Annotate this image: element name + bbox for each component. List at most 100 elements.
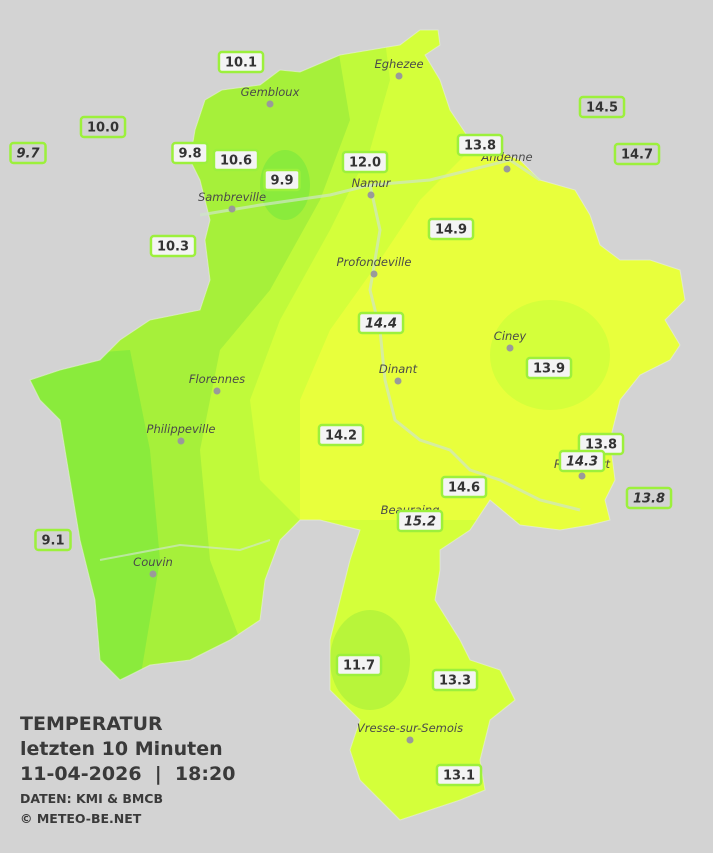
station-value: 14.7 bbox=[621, 148, 653, 163]
station-value: 14.9 bbox=[435, 223, 467, 238]
place-dot bbox=[578, 472, 586, 480]
station: 13.9 bbox=[525, 356, 573, 380]
legend-source: DATEN: KMI & BMCB bbox=[20, 791, 163, 806]
station-value: 13.8 bbox=[633, 492, 665, 507]
stations: 10.1 10.0 9.7 9.8 10.6 9.9 12.0 13.8 14.5 14.7 10.… bbox=[9, 50, 673, 787]
station: 14.3 bbox=[558, 449, 606, 473]
river bbox=[199, 158, 541, 217]
place-dot bbox=[395, 72, 403, 80]
station: 14.4 bbox=[357, 311, 405, 335]
places: EghezeeGemblouxAndenneNamurSambrevillePr… bbox=[133, 57, 611, 744]
station-box bbox=[171, 141, 209, 165]
station-box bbox=[431, 668, 479, 692]
legend-title: TEMPERATUR bbox=[20, 713, 163, 735]
station-value: 10.0 bbox=[87, 121, 119, 136]
place-dot bbox=[149, 570, 157, 578]
river bbox=[99, 539, 271, 561]
legend-subtitle: letzten 10 Minuten bbox=[20, 738, 223, 760]
station: 9.1 bbox=[34, 528, 72, 552]
legend: TEMPERATUR letzten 10 Minuten 11-04-2026… bbox=[20, 713, 235, 826]
place-dot bbox=[506, 344, 514, 352]
station: 13.3 bbox=[431, 668, 479, 692]
station-box bbox=[456, 133, 504, 157]
station-box bbox=[396, 509, 444, 533]
place-dot bbox=[177, 437, 185, 445]
station: 9.7 bbox=[9, 141, 47, 165]
station-box bbox=[217, 50, 265, 74]
place-label: Couvin bbox=[133, 555, 173, 569]
station-value: 9.8 bbox=[178, 147, 201, 162]
station-value: 10.1 bbox=[225, 56, 257, 71]
legend-datetime: 11-04-2026 | 18:20 bbox=[20, 763, 235, 785]
place-dot bbox=[406, 736, 414, 744]
station-box bbox=[525, 356, 573, 380]
station: 13.1 bbox=[435, 763, 483, 787]
station-box bbox=[357, 311, 405, 335]
station-value: 10.6 bbox=[220, 154, 252, 169]
station-value: 9.7 bbox=[16, 147, 40, 162]
station: 10.3 bbox=[149, 234, 197, 258]
station-box bbox=[341, 150, 389, 174]
station: 14.5 bbox=[578, 95, 626, 119]
place-label: Profondeville bbox=[337, 255, 412, 269]
place-label: Dinant bbox=[379, 362, 418, 376]
station-box bbox=[435, 763, 483, 787]
station-box bbox=[427, 217, 475, 241]
place-label: Ciney bbox=[494, 329, 527, 343]
station-value: 14.6 bbox=[448, 481, 480, 496]
station-box bbox=[149, 234, 197, 258]
station: 11.7 bbox=[335, 653, 383, 677]
station: 10.6 bbox=[212, 148, 260, 172]
station-value: 13.1 bbox=[443, 769, 475, 784]
station: 13.8 bbox=[456, 133, 504, 157]
station: 14.9 bbox=[427, 217, 475, 241]
station: 9.8 bbox=[171, 141, 209, 165]
place-dot bbox=[213, 387, 221, 395]
station: 14.6 bbox=[440, 475, 488, 499]
river bbox=[368, 184, 581, 512]
place-label: Namur bbox=[352, 176, 392, 190]
station-box bbox=[613, 142, 661, 166]
station-value: 10.3 bbox=[157, 240, 189, 255]
station-value: 14.4 bbox=[365, 317, 397, 332]
station: 10.0 bbox=[79, 115, 127, 139]
station-value: 14.5 bbox=[586, 101, 618, 116]
station-box bbox=[9, 141, 47, 165]
station: 14.7 bbox=[613, 142, 661, 166]
station-box bbox=[34, 528, 72, 552]
station: 12.0 bbox=[341, 150, 389, 174]
station-box bbox=[578, 95, 626, 119]
station-box bbox=[212, 148, 260, 172]
station-value: 12.0 bbox=[349, 156, 381, 171]
station: 9.9 bbox=[263, 168, 301, 192]
station-value: 13.9 bbox=[533, 362, 565, 377]
place-dot bbox=[394, 377, 402, 385]
station-box bbox=[335, 653, 383, 677]
place-label: Eghezee bbox=[374, 57, 423, 71]
place-label: Florennes bbox=[189, 372, 245, 386]
place-dot bbox=[266, 100, 274, 108]
station: 13.8 bbox=[625, 486, 673, 510]
place-dot bbox=[367, 191, 375, 199]
station-value: 14.3 bbox=[566, 455, 598, 470]
place-dot bbox=[228, 205, 236, 213]
place-label: Sambreville bbox=[198, 190, 266, 204]
place-label: Vresse-sur-Semois bbox=[357, 721, 463, 735]
station-box bbox=[625, 486, 673, 510]
station-box bbox=[263, 168, 301, 192]
legend-copyright: © METEO-BE.NET bbox=[20, 811, 142, 826]
station-value: 15.2 bbox=[404, 515, 436, 530]
station-value: 13.3 bbox=[439, 674, 471, 689]
place-dot bbox=[503, 165, 511, 173]
station-value: 13.8 bbox=[464, 139, 496, 154]
station-box bbox=[440, 475, 488, 499]
station-box bbox=[317, 423, 365, 447]
station-value: 9.1 bbox=[41, 534, 64, 549]
station: 10.1 bbox=[217, 50, 265, 74]
station-box bbox=[79, 115, 127, 139]
station-value: 9.9 bbox=[270, 174, 293, 189]
place-label: Gembloux bbox=[241, 85, 300, 99]
place-dot bbox=[370, 270, 378, 278]
station-box bbox=[558, 449, 606, 473]
